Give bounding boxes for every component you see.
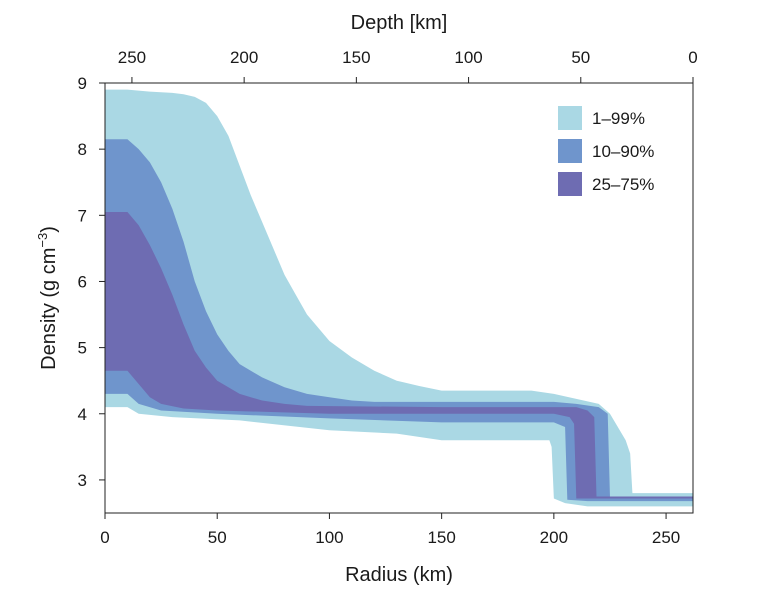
x-tick-label: 150 <box>427 528 455 547</box>
y-axis-title-close: ) <box>38 226 60 233</box>
plot-frame <box>104 82 694 514</box>
x-axis-title: Radius (km) <box>345 564 453 586</box>
top-tick-label: 250 <box>118 48 146 67</box>
confidence-bands <box>105 89 693 507</box>
top-tick-label: 150 <box>342 48 370 67</box>
y-tick-label: 9 <box>78 74 87 93</box>
x-tick-label: 50 <box>208 528 227 547</box>
legend-swatch <box>558 172 582 196</box>
y-tick-label: 4 <box>78 405 87 424</box>
y-tick-label: 6 <box>78 272 87 291</box>
y-tick-label: 7 <box>78 206 87 225</box>
y-tick-label: 8 <box>78 140 87 159</box>
top-axis-ticks: 250 200 150 100 50 0 <box>118 48 698 83</box>
x-tick-label: 250 <box>652 528 680 547</box>
top-tick-label: 200 <box>230 48 258 67</box>
y-axis-title-main: Density (g cm <box>38 248 60 370</box>
x-tick-label: 200 <box>540 528 568 547</box>
top-tick-label: 50 <box>571 48 590 67</box>
top-tick-label: 0 <box>688 48 697 67</box>
y-axis-ticks: 3 4 5 6 7 8 9 <box>78 74 105 490</box>
y-axis-title-superscript: −3 <box>35 233 50 248</box>
legend-swatch <box>558 106 582 130</box>
legend: 1–99% 10–90% 25–75% <box>558 106 654 196</box>
x-tick-label: 100 <box>315 528 343 547</box>
top-tick-label: 100 <box>454 48 482 67</box>
y-tick-label: 3 <box>78 471 87 490</box>
top-axis-title: Depth [km] <box>351 12 448 34</box>
legend-label: 25–75% <box>592 175 654 194</box>
y-tick-label: 5 <box>78 339 87 358</box>
x-axis-ticks: 0 50 100 150 200 250 <box>100 513 680 547</box>
legend-label: 10–90% <box>592 142 654 161</box>
x-tick-label: 0 <box>100 528 109 547</box>
legend-label: 1–99% <box>592 109 645 128</box>
y-axis-title: Density (g cm−3) <box>35 226 60 370</box>
legend-swatch <box>558 139 582 163</box>
